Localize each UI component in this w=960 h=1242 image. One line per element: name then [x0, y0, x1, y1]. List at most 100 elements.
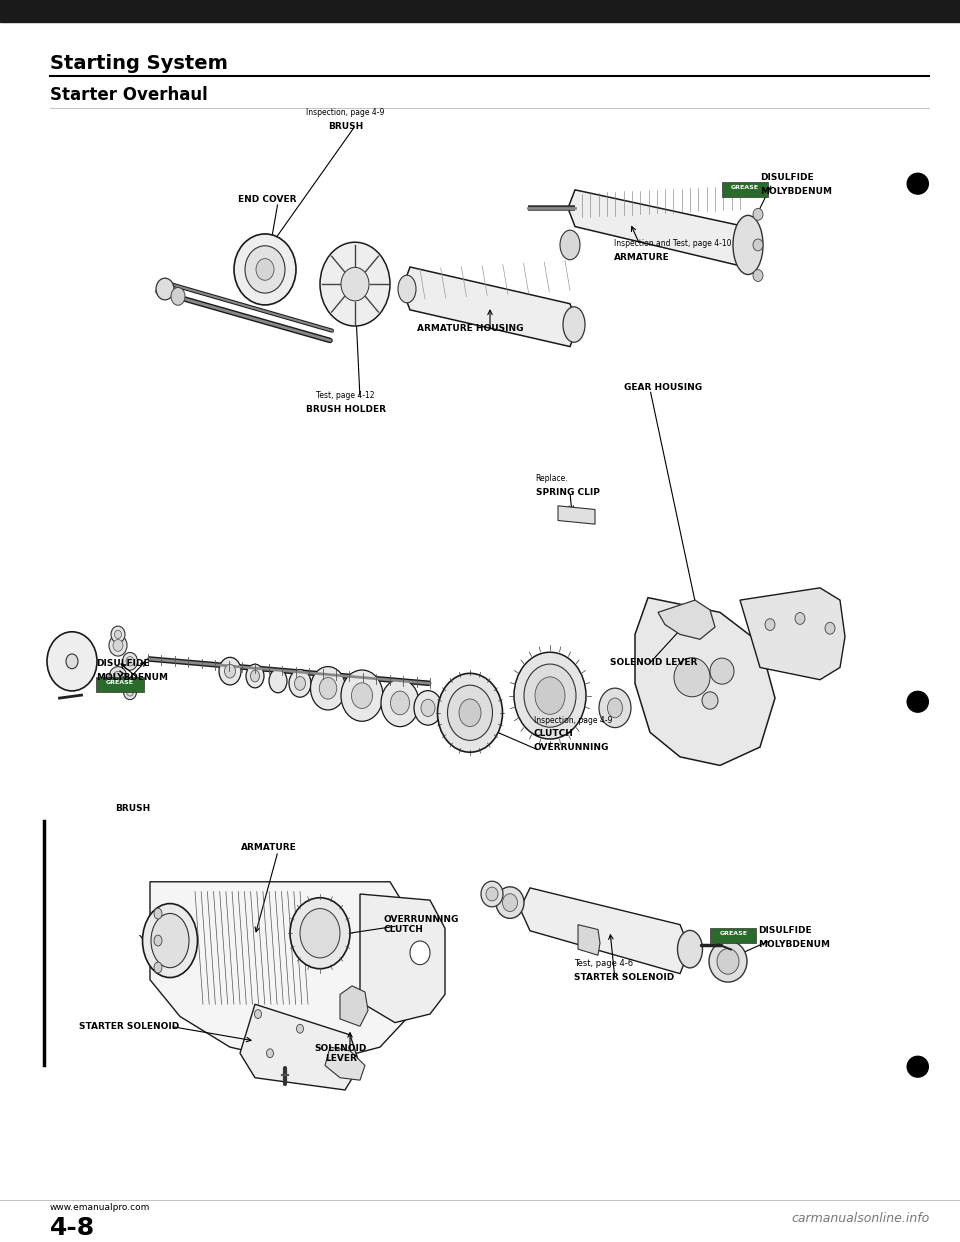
Ellipse shape — [126, 657, 134, 666]
Ellipse shape — [111, 626, 125, 642]
Ellipse shape — [269, 669, 287, 693]
Text: BRUSH: BRUSH — [328, 122, 363, 130]
Ellipse shape — [514, 652, 586, 739]
Polygon shape — [558, 505, 595, 524]
Ellipse shape — [290, 898, 350, 969]
Ellipse shape — [709, 940, 747, 982]
Text: END COVER: END COVER — [238, 195, 296, 204]
Ellipse shape — [753, 238, 763, 251]
Text: www.emanualpro.com: www.emanualpro.com — [50, 1202, 151, 1212]
Text: STARTER SOLENOID: STARTER SOLENOID — [574, 972, 674, 982]
Text: ARMATURE: ARMATURE — [614, 252, 670, 262]
Ellipse shape — [398, 276, 416, 303]
Polygon shape — [568, 190, 750, 267]
Ellipse shape — [154, 963, 162, 972]
Ellipse shape — [109, 635, 127, 656]
Text: ARMATURE HOUSING: ARMATURE HOUSING — [418, 324, 523, 333]
Ellipse shape — [391, 691, 410, 715]
Ellipse shape — [66, 655, 78, 668]
Ellipse shape — [300, 909, 340, 958]
Ellipse shape — [825, 622, 835, 635]
Ellipse shape — [154, 935, 162, 946]
Ellipse shape — [608, 698, 622, 718]
Ellipse shape — [142, 904, 198, 977]
Text: STARTER SOLENOID: STARTER SOLENOID — [80, 1022, 180, 1031]
Ellipse shape — [225, 664, 235, 678]
Text: MOLYBDENUM: MOLYBDENUM — [96, 673, 168, 682]
Ellipse shape — [234, 233, 296, 306]
Text: GREASE: GREASE — [719, 930, 748, 935]
Text: MOLYBDENUM: MOLYBDENUM — [760, 186, 832, 195]
Text: Starting System: Starting System — [50, 53, 228, 73]
Ellipse shape — [123, 652, 137, 671]
Circle shape — [907, 1056, 928, 1077]
Ellipse shape — [486, 887, 498, 900]
Ellipse shape — [795, 612, 805, 625]
Ellipse shape — [351, 683, 372, 708]
Ellipse shape — [297, 1025, 303, 1033]
Ellipse shape — [113, 640, 123, 651]
FancyBboxPatch shape — [722, 183, 768, 197]
Ellipse shape — [289, 669, 311, 697]
FancyBboxPatch shape — [710, 928, 756, 943]
Ellipse shape — [267, 1048, 274, 1058]
Ellipse shape — [320, 242, 390, 327]
Ellipse shape — [246, 664, 264, 688]
Text: ARMATURE: ARMATURE — [241, 843, 297, 852]
Ellipse shape — [563, 307, 585, 343]
Polygon shape — [520, 888, 690, 974]
Ellipse shape — [765, 619, 775, 631]
Ellipse shape — [710, 658, 734, 684]
Text: Starter Overhaul: Starter Overhaul — [50, 86, 207, 104]
Polygon shape — [340, 986, 368, 1026]
Polygon shape — [740, 587, 845, 679]
Ellipse shape — [341, 669, 383, 722]
Text: DISULFIDE: DISULFIDE — [758, 927, 812, 935]
Text: OVERRUNNING: OVERRUNNING — [534, 743, 610, 751]
Polygon shape — [402, 267, 578, 347]
Ellipse shape — [717, 949, 739, 974]
Ellipse shape — [310, 667, 346, 710]
Text: SPRING CLIP: SPRING CLIP — [536, 488, 600, 497]
Text: GEAR HOUSING: GEAR HOUSING — [624, 383, 702, 391]
Ellipse shape — [459, 699, 481, 727]
Text: OVERRUNNING
CLUTCH: OVERRUNNING CLUTCH — [384, 915, 460, 934]
Ellipse shape — [702, 692, 718, 709]
Circle shape — [907, 174, 928, 194]
Text: Inspection and Test, page 4-10: Inspection and Test, page 4-10 — [614, 240, 732, 248]
Ellipse shape — [127, 688, 133, 696]
Text: Test, page 4-6: Test, page 4-6 — [574, 959, 634, 969]
Ellipse shape — [733, 215, 763, 274]
Ellipse shape — [438, 673, 502, 753]
Polygon shape — [635, 597, 775, 765]
Ellipse shape — [124, 684, 136, 699]
Ellipse shape — [156, 278, 174, 299]
Ellipse shape — [219, 657, 241, 684]
Ellipse shape — [678, 930, 703, 968]
Ellipse shape — [421, 699, 435, 717]
Text: Replace.: Replace. — [536, 474, 568, 483]
Ellipse shape — [674, 658, 710, 697]
Ellipse shape — [753, 270, 763, 282]
Ellipse shape — [295, 677, 305, 691]
Polygon shape — [658, 600, 715, 640]
Polygon shape — [325, 1047, 365, 1081]
Ellipse shape — [481, 882, 503, 907]
Ellipse shape — [599, 688, 631, 728]
Polygon shape — [360, 894, 445, 1022]
Ellipse shape — [341, 267, 369, 301]
Ellipse shape — [245, 246, 285, 293]
Ellipse shape — [113, 672, 123, 683]
Text: SOLENOID LEVER: SOLENOID LEVER — [610, 658, 697, 667]
Polygon shape — [578, 924, 600, 955]
Text: DISULFIDE: DISULFIDE — [760, 173, 814, 183]
Text: MOLYBDENUM: MOLYBDENUM — [758, 940, 830, 949]
Ellipse shape — [447, 686, 492, 740]
Text: SOLENOID
LEVER: SOLENOID LEVER — [315, 1043, 367, 1063]
Text: 4-8: 4-8 — [50, 1216, 95, 1240]
Polygon shape — [150, 882, 420, 1066]
Ellipse shape — [151, 913, 189, 968]
Ellipse shape — [496, 887, 524, 918]
Bar — [0, 0, 960, 22]
Ellipse shape — [502, 894, 517, 912]
